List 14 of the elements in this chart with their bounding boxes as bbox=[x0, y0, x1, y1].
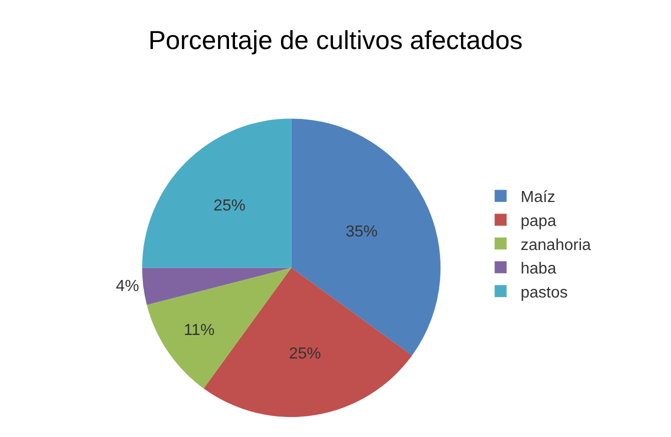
legend-label: haba bbox=[520, 260, 556, 278]
data-label: 25% bbox=[214, 197, 246, 214]
legend-label: papa bbox=[520, 212, 556, 230]
legend-label: zanahoria bbox=[520, 236, 592, 254]
data-label: 35% bbox=[346, 223, 378, 240]
chart-title: Porcentaje de cultivos afectados bbox=[148, 24, 523, 55]
pie-slice bbox=[146, 268, 292, 389]
pie-slice bbox=[142, 118, 292, 268]
pie-slice bbox=[142, 268, 292, 305]
legend-label: Maíz bbox=[520, 189, 556, 206]
legend-label: pastos bbox=[520, 284, 568, 302]
data-label: 11% bbox=[184, 322, 215, 339]
data-label: 4% bbox=[116, 278, 140, 296]
data-label: 25% bbox=[288, 346, 322, 363]
